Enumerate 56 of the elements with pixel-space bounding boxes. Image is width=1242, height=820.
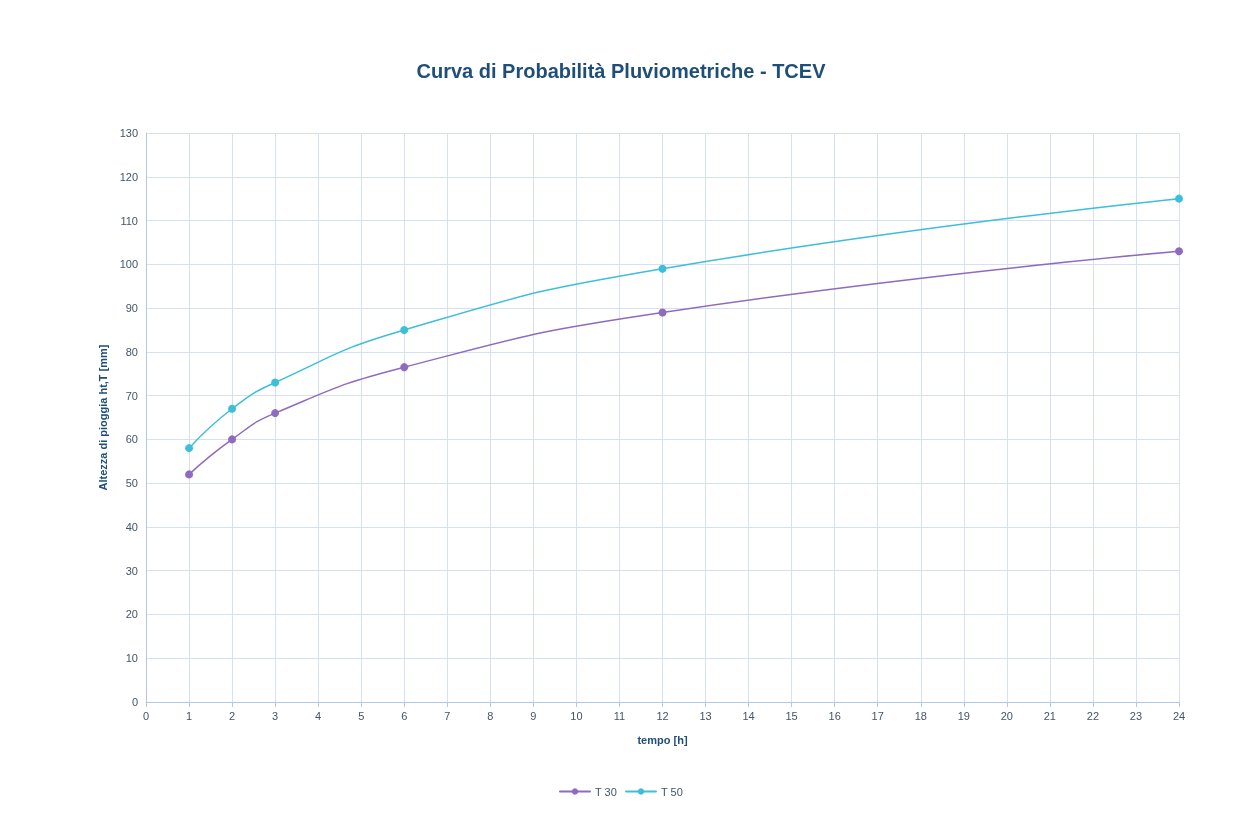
point: [271, 409, 280, 418]
x-tick-label: 20: [1000, 709, 1013, 722]
x-tick-label: 18: [914, 709, 927, 722]
y-tick-label: 20: [125, 608, 138, 621]
point: [1175, 194, 1183, 203]
y-tick-label: 60: [125, 433, 138, 446]
legend-label: T 50: [661, 785, 683, 798]
point: [658, 308, 667, 317]
x-tick-label: 17: [871, 709, 884, 722]
x-tick-label: 23: [1129, 709, 1143, 722]
y-tick-label: 70: [125, 389, 138, 402]
x-tick-label: 2: [229, 709, 236, 722]
y-tick-label: 120: [119, 170, 138, 183]
x-tick-label: 9: [530, 709, 537, 722]
y-tick-label: 130: [119, 127, 138, 139]
legend-label: T 30: [594, 785, 617, 798]
point: [185, 444, 194, 453]
point: [185, 470, 194, 479]
point: [400, 325, 409, 334]
chart-title: Curva di Probabilità Pluviometriche - TCEV: [416, 60, 827, 82]
x-tick-label: 0: [142, 709, 150, 722]
x-tick-label: 12: [656, 709, 669, 722]
y-tick-label: 30: [125, 564, 138, 577]
y-axis-title: Altezza di pioggia ht,T [mm]: [97, 344, 110, 491]
point: [400, 363, 409, 372]
point: [228, 435, 237, 444]
y-tick-label: 110: [120, 214, 138, 227]
x-tick-label: 3: [272, 709, 279, 722]
x-axis-title: tempo [h]: [637, 733, 688, 746]
y-tick-label: 40: [125, 520, 138, 533]
y-tick-label: 50: [125, 477, 138, 490]
x-tick-label: 8: [487, 709, 494, 722]
x-tick-label: 6: [401, 709, 408, 722]
point: [1175, 247, 1183, 256]
y-tick-label: 80: [125, 345, 138, 358]
point: [228, 404, 237, 413]
x-tick-label: 7: [444, 709, 451, 722]
x-tick-label: 5: [358, 709, 365, 722]
x-tick-label: 13: [699, 709, 712, 722]
x-tick-label: 24: [1172, 709, 1186, 722]
x-tick-label: 10: [570, 709, 583, 722]
y-tick-label: 10: [125, 652, 138, 665]
x-tick-label: 15: [785, 709, 798, 722]
point: [658, 264, 667, 273]
x-tick-label: 19: [957, 709, 970, 722]
x-tick-label: 21: [1043, 709, 1056, 722]
y-tick-label: 0: [131, 696, 138, 708]
x-tick-label: 1: [185, 709, 193, 722]
y-tick-label: 100: [119, 258, 138, 271]
y-tick-label: 90: [125, 302, 138, 315]
point: [271, 378, 280, 387]
x-tick-label: 16: [828, 709, 841, 722]
x-tick-label: 14: [742, 709, 755, 722]
x-tick-label: 4: [315, 709, 322, 722]
x-tick-label: 11: [613, 709, 626, 722]
x-tick-label: 22: [1086, 709, 1100, 722]
